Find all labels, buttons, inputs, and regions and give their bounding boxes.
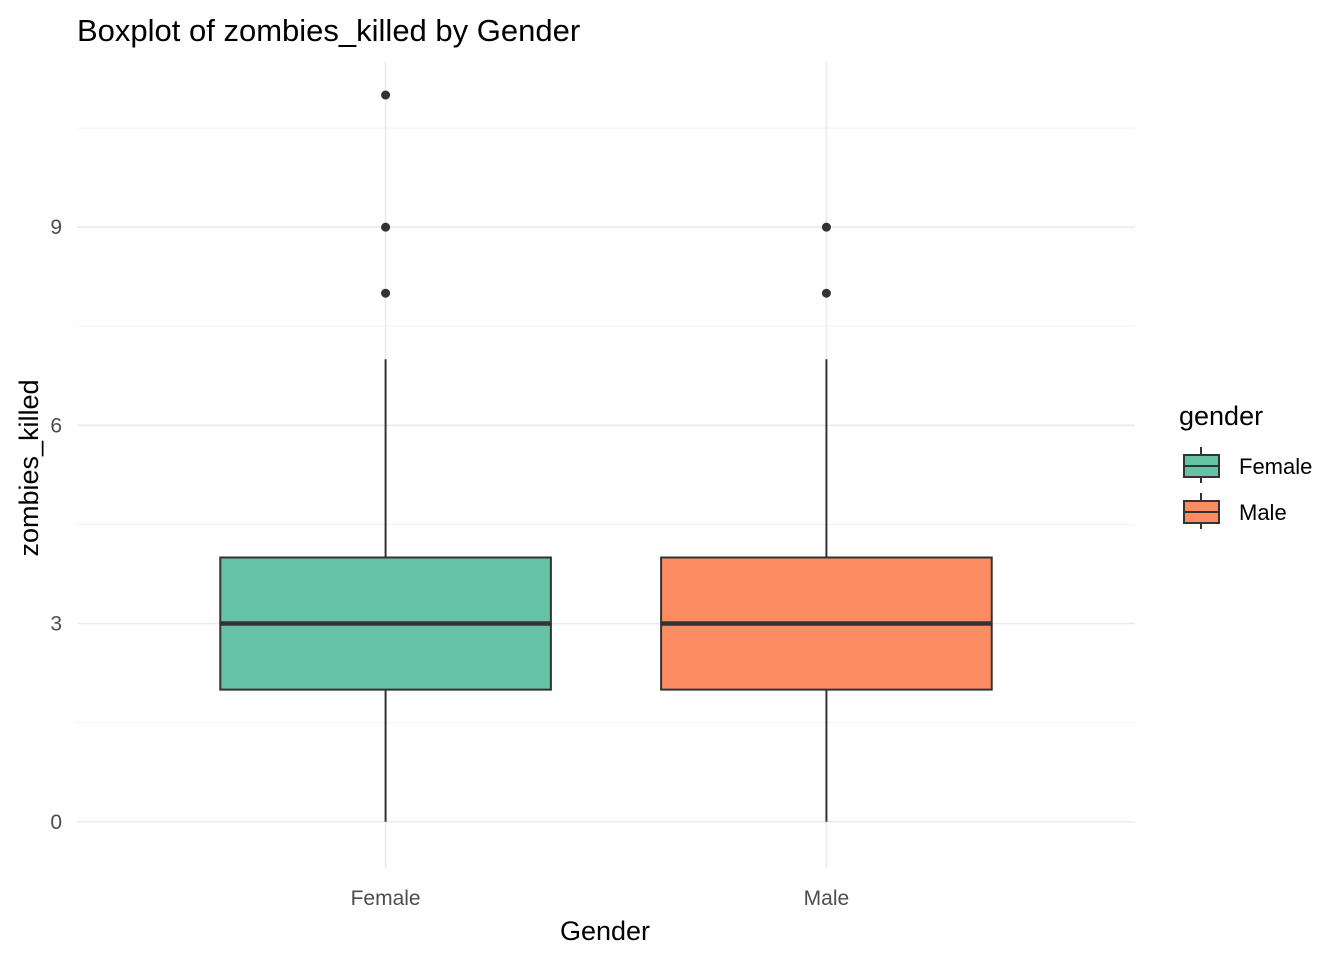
legend-label: Male [1239,500,1287,525]
box-layer [219,90,993,822]
outlier-point [381,288,391,298]
legend: gender Female Male [1179,401,1312,529]
y-tick-label: 9 [50,216,62,239]
x-tick-label: Male [804,887,850,910]
y-tick-label: 0 [50,811,62,834]
box-male [660,222,993,822]
chart-title: Boxplot of zombies_killed by Gender [77,13,580,48]
x-axis-title: Gender [560,916,650,946]
outlier-point [821,288,831,298]
outlier-point [381,90,391,100]
outlier-point [381,222,391,232]
y-tick-label: 3 [50,613,62,636]
grid-layer [77,62,1135,868]
axis-layer: 0 3 6 9 Female Male [50,216,849,910]
legend-label: Female [1239,454,1312,479]
outlier-point [821,222,831,232]
legend-title: gender [1179,401,1263,431]
box-female [219,90,552,822]
legend-entry-male: Male [1183,493,1287,529]
y-tick-label: 6 [50,414,62,437]
x-tick-label: Female [351,887,421,910]
y-axis-title: zombies_killed [14,379,44,556]
legend-entry-female: Female [1183,447,1312,483]
